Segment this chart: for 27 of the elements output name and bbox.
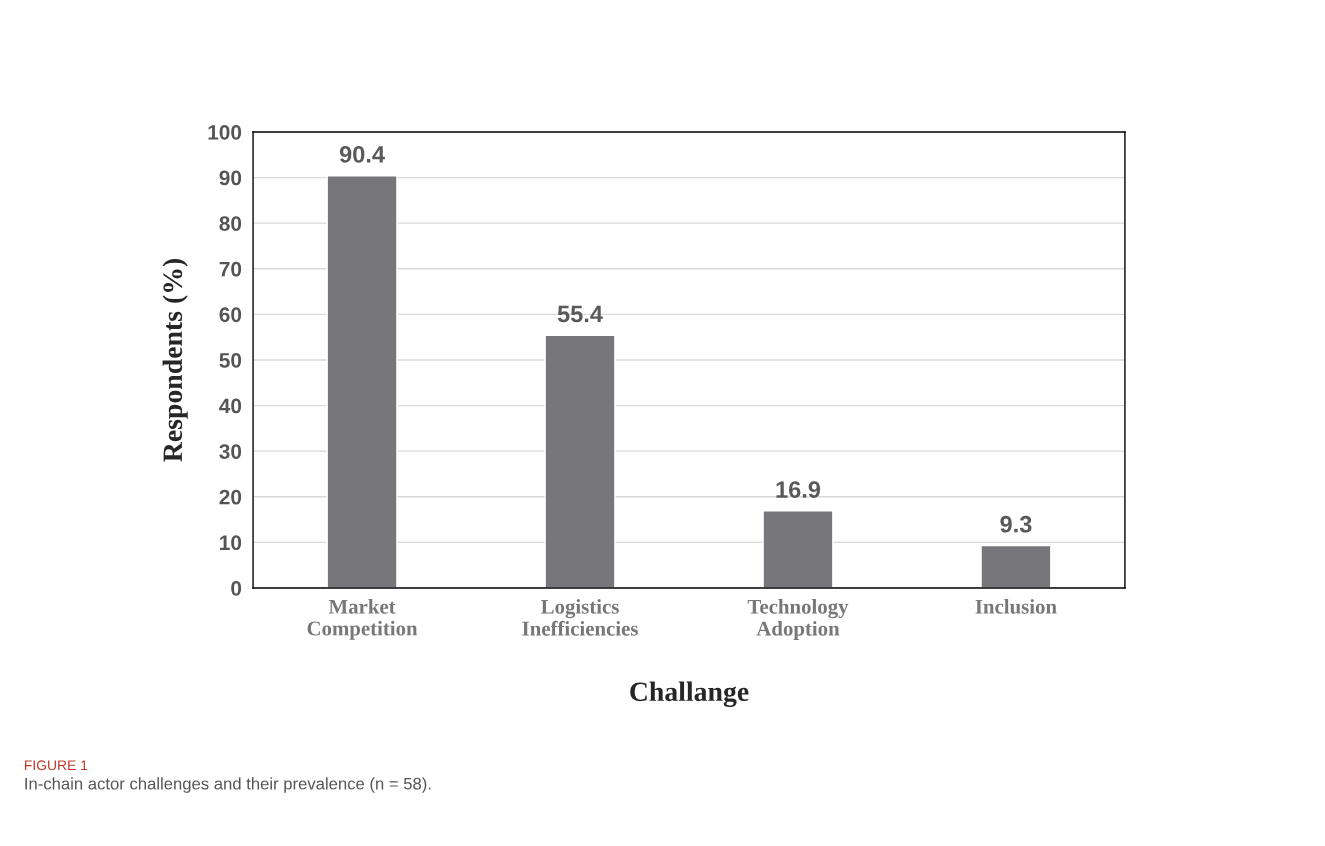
bar: [326, 175, 398, 588]
text: In-chain actor challenges and their prevalence (n = 58).: [25, 777, 431, 793]
y-tick-label: 90: [219, 170, 242, 186]
y-tick-label: 0: [231, 580, 242, 596]
y-tick-label: 20: [219, 489, 242, 505]
x-tick-label: Logistics Inefficiencies: [522, 599, 638, 636]
caption: FIGURE 1: [24, 760, 88, 771]
y-tick-label: 80: [219, 216, 242, 231]
data-label: 16.9: [776, 481, 821, 498]
y-tick-label: 10: [220, 535, 242, 551]
y-tick-label: 70: [219, 261, 242, 277]
y-tick-label: 100: [208, 124, 242, 140]
bar: [762, 510, 834, 588]
y-tick-label: 60: [219, 307, 242, 323]
data-label: 9.3: [1000, 515, 1032, 533]
bar: [544, 334, 616, 588]
x-axis-title: Challange: [630, 681, 749, 707]
x-tick-label: Market Competition: [307, 599, 418, 640]
data-label: 55.4: [557, 305, 603, 323]
y-tick-label: 40: [219, 398, 242, 414]
y-axis-title: Respondents (%): [162, 258, 188, 462]
y-tick-label: 50: [219, 352, 242, 368]
data-label: 90.4: [339, 146, 385, 163]
x-tick-label: Inclusion: [975, 599, 1057, 614]
x-tick-label: Technology Adoption: [747, 599, 849, 640]
y-tick-label: 30: [219, 444, 242, 459]
bar: [980, 544, 1052, 588]
